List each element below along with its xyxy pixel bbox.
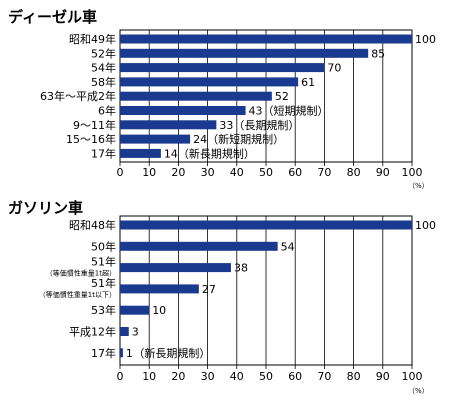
gasoline-value-label: 1 xyxy=(126,347,133,360)
gasoline-category-label: 50年 xyxy=(91,239,116,253)
diesel-bar xyxy=(120,91,272,101)
gasoline-value-label: 3 xyxy=(132,326,139,339)
diesel-value-label: 100 xyxy=(415,33,436,46)
diesel-bar xyxy=(120,148,161,158)
diesel-tick-label: 0 xyxy=(117,166,124,179)
gasoline-category-label: 17年 xyxy=(91,346,116,360)
gasoline-tick-label: 90 xyxy=(376,370,390,383)
gasoline-tick-label: 50 xyxy=(259,370,273,383)
gasoline-tick-label: 40 xyxy=(230,370,244,383)
gasoline-tick-label: 10 xyxy=(142,370,156,383)
diesel-value-label: 43 xyxy=(249,105,263,118)
diesel-category-label: 58年 xyxy=(91,75,116,89)
gasoline-category-label: 53年 xyxy=(91,303,116,317)
gasoline-bar xyxy=(120,305,150,315)
gasoline-category-note: （等価慣性重量1t以下） xyxy=(39,290,116,299)
diesel-tick-label: 100 xyxy=(402,166,423,179)
gasoline-tick-label: 60 xyxy=(288,370,302,383)
diesel-bar xyxy=(120,106,246,115)
gasoline-value-label: 54 xyxy=(281,240,295,253)
gasoline-category-label: 昭和48年 xyxy=(69,218,116,232)
gasoline-chart-title: ガソリン車 xyxy=(8,199,83,217)
diesel-value-note: （新短期規制） xyxy=(207,132,284,146)
diesel-category-label: 52年 xyxy=(91,46,116,60)
diesel-category-label: 54年 xyxy=(91,61,116,75)
diesel-value-note: （短期規制） xyxy=(263,104,329,118)
diesel-tick-label: 90 xyxy=(376,166,390,179)
diesel-tick-label: 30 xyxy=(201,166,215,179)
diesel-value-label: 61 xyxy=(301,76,315,89)
diesel-chart: ディーゼル車 0 10 20 30 40 50 60 70 80 90 100 （%） 昭和49年 100 5… xyxy=(8,8,436,190)
diesel-value-label: 14 xyxy=(164,147,178,160)
gasoline-tick-label: 30 xyxy=(201,370,215,383)
gasoline-category-label: 51年 xyxy=(91,255,116,269)
diesel-bar xyxy=(120,77,299,87)
diesel-bar xyxy=(120,63,325,73)
gasoline-unit-label: （%） xyxy=(408,387,429,395)
gasoline-bar xyxy=(120,327,129,336)
gasoline-value-note: （新長期規制） xyxy=(133,346,210,360)
gasoline-tick-label: 100 xyxy=(402,370,423,383)
gasoline-bar xyxy=(120,348,123,358)
diesel-tick-label: 70 xyxy=(317,166,331,179)
diesel-category-label: 63年～平成2年 xyxy=(40,89,116,103)
gasoline-value-label: 10 xyxy=(152,304,166,317)
diesel-tick-label: 50 xyxy=(259,166,273,179)
diesel-value-label: 24 xyxy=(193,133,207,146)
gasoline-category-note: （等価慣性重量1t超） xyxy=(46,269,116,278)
gasoline-category-label: 51年 xyxy=(91,276,116,290)
diesel-value-label: 85 xyxy=(371,47,385,60)
gasoline-bar xyxy=(120,241,278,251)
diesel-value-note: （新長期規制） xyxy=(178,146,255,160)
gasoline-tick-label: 0 xyxy=(117,370,124,383)
gasoline-bar xyxy=(120,220,412,230)
diesel-tick-label: 40 xyxy=(230,166,244,179)
diesel-tick-label: 60 xyxy=(288,166,302,179)
diesel-category-label: 9～11年 xyxy=(73,118,116,132)
diesel-bar xyxy=(120,120,217,130)
gasoline-tick-label: 80 xyxy=(347,370,361,383)
diesel-value-label: 70 xyxy=(327,62,341,75)
diesel-value-label: 52 xyxy=(275,90,289,103)
gasoline-value-label: 100 xyxy=(415,219,436,232)
diesel-bar xyxy=(120,134,191,144)
gasoline-value-label: 27 xyxy=(202,283,216,296)
diesel-category-label: 昭和49年 xyxy=(69,32,116,46)
gasoline-value-label: 38 xyxy=(234,262,248,275)
diesel-unit-label: （%） xyxy=(408,182,429,190)
diesel-chart-title: ディーゼル車 xyxy=(8,8,97,26)
gasoline-bar xyxy=(120,284,199,294)
diesel-bar xyxy=(120,34,412,44)
diesel-tick-label: 10 xyxy=(142,166,156,179)
diesel-value-note: （長期規制） xyxy=(233,118,299,132)
gasoline-chart: ガソリン車 0 10 20 30 40 50 60 70 80 90 100 （%） 昭和48年 100 50… xyxy=(8,199,436,395)
diesel-category-label: 6年 xyxy=(98,104,116,118)
diesel-category-label: 17年 xyxy=(91,146,116,160)
diesel-category-label: 15～16年 xyxy=(66,132,116,146)
diesel-bar xyxy=(120,48,369,58)
gasoline-category-label: 平成12年 xyxy=(69,325,116,339)
gasoline-tick-label: 70 xyxy=(317,370,331,383)
diesel-tick-label: 20 xyxy=(171,166,185,179)
diesel-value-label: 33 xyxy=(219,119,233,132)
gasoline-bar xyxy=(120,263,231,273)
diesel-tick-label: 80 xyxy=(347,166,361,179)
gasoline-tick-label: 20 xyxy=(171,370,185,383)
